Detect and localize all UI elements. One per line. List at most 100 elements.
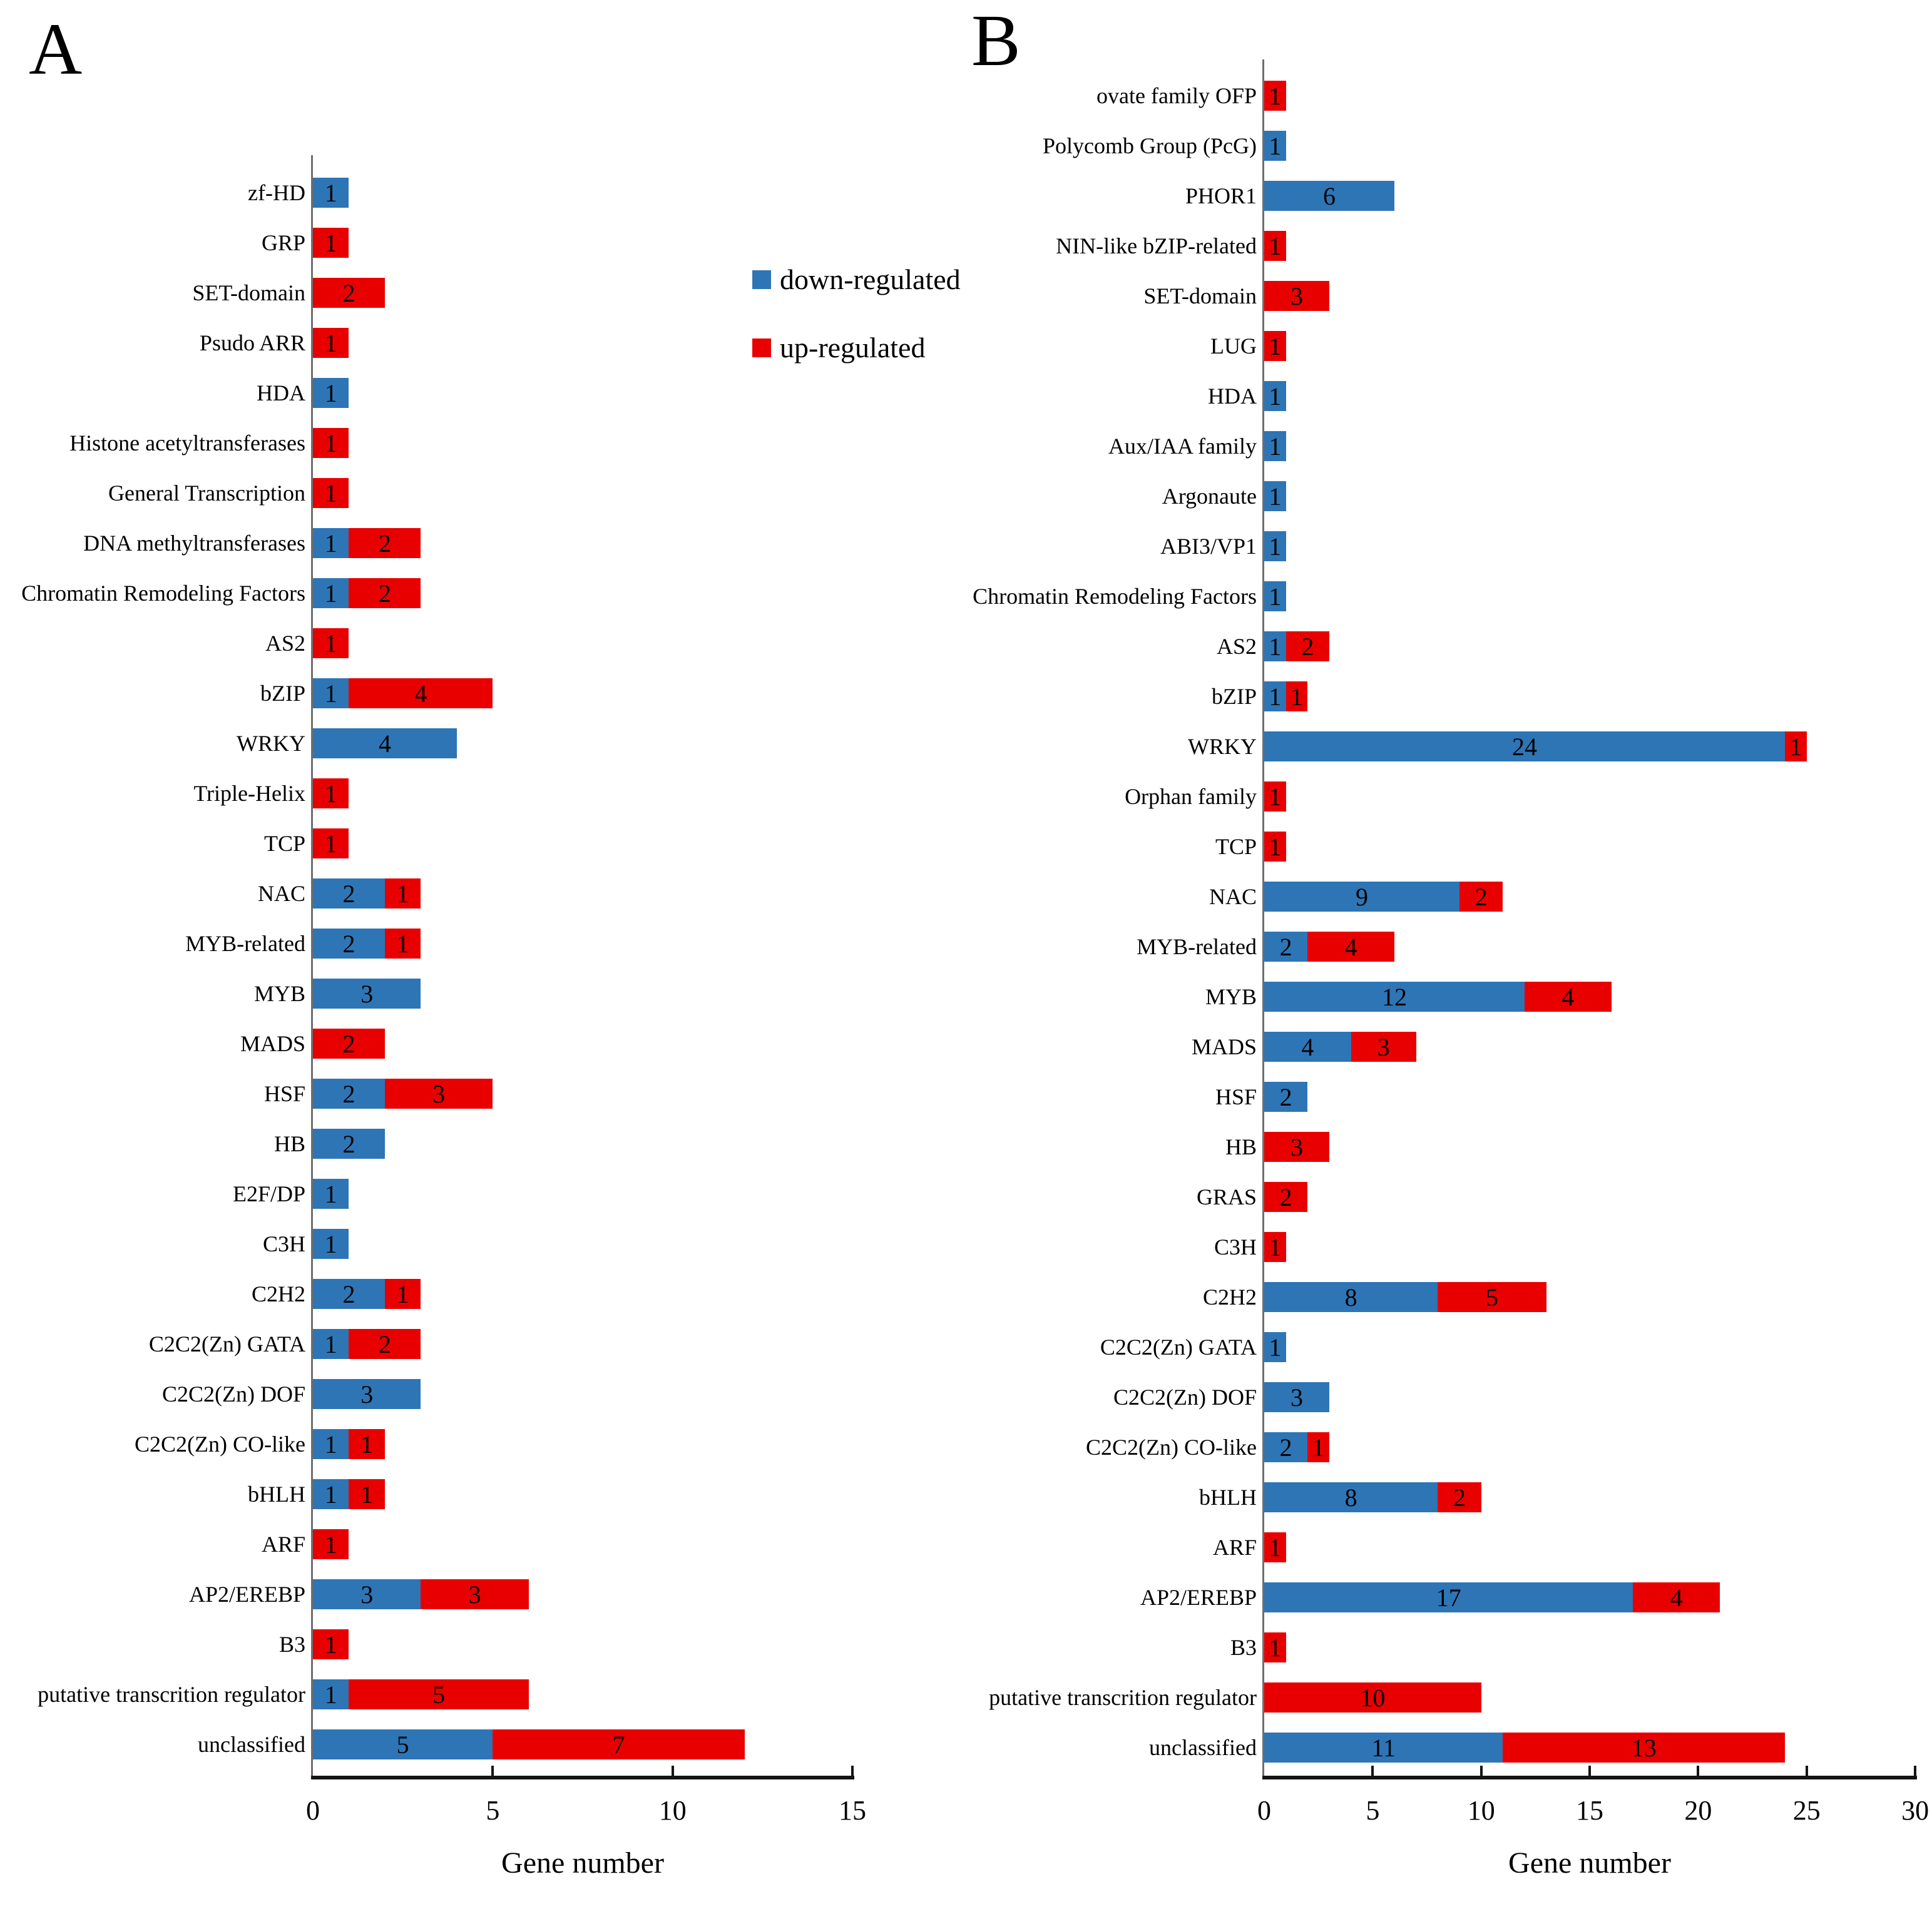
bar-value-label: 10 bbox=[1360, 1683, 1386, 1712]
bar-value-label: 3 bbox=[432, 1079, 446, 1108]
bar-value-label: 1 bbox=[1269, 632, 1282, 661]
bar-value-label: 5 bbox=[432, 1680, 446, 1709]
category-label: Triple-Helix bbox=[193, 781, 305, 806]
bar-value-label: 2 bbox=[378, 579, 391, 608]
category-label: GRAS bbox=[1196, 1184, 1257, 1209]
x-axis-title-a: Gene number bbox=[501, 1846, 664, 1880]
bar-segment-down: 1 bbox=[313, 1679, 349, 1709]
category-label: NAC bbox=[257, 881, 305, 906]
bar-segment-down: 1 bbox=[313, 678, 349, 708]
bar-segment-down: 1 bbox=[313, 1429, 349, 1459]
bar-segment-up: 13 bbox=[1503, 1733, 1786, 1763]
bar-segment-up: 1 bbox=[313, 1529, 349, 1559]
category-label: MYB bbox=[1205, 984, 1257, 1009]
category-label: C3H bbox=[1214, 1234, 1257, 1260]
category-label: C3H bbox=[262, 1231, 305, 1256]
bar-segment-up: 2 bbox=[313, 1029, 385, 1059]
bar-value-label: 1 bbox=[324, 679, 337, 708]
bar-segment-up: 1 bbox=[1264, 331, 1286, 361]
bar-segment-down: 2 bbox=[1264, 1432, 1308, 1462]
category-label: MYB-related bbox=[1137, 934, 1257, 959]
category-label: E2F/DP bbox=[232, 1181, 305, 1206]
bar-segment-down: 1 bbox=[1264, 581, 1286, 611]
category-label: bZIP bbox=[1212, 684, 1257, 709]
bar-value-label: 1 bbox=[1269, 81, 1282, 110]
category-label: AP2/EREBP bbox=[188, 1582, 305, 1607]
x-axis-tick-label: 10 bbox=[658, 1795, 687, 1826]
bar-segment-up: 2 bbox=[349, 578, 421, 608]
category-label: bHLH bbox=[1199, 1485, 1257, 1510]
category-label: C2H2 bbox=[251, 1281, 305, 1306]
bar-segment-down: 4 bbox=[1264, 1032, 1351, 1062]
bar-value-label: 1 bbox=[324, 1330, 337, 1358]
y-axis-line bbox=[1262, 59, 1264, 1779]
bar-value-label: 1 bbox=[1269, 532, 1282, 561]
bar-segment-up: 2 bbox=[349, 1329, 421, 1359]
bar-value-label: 2 bbox=[342, 1029, 355, 1058]
bar-value-label: 1 bbox=[1269, 782, 1282, 811]
bar-value-label: 6 bbox=[1323, 181, 1336, 210]
bar-segment-up: 3 bbox=[1264, 281, 1329, 311]
bar-value-label: 4 bbox=[1561, 982, 1575, 1011]
x-axis-tick-label: 15 bbox=[1576, 1795, 1604, 1826]
bar-segment-up: 1 bbox=[384, 1279, 421, 1309]
bar-value-label: 1 bbox=[324, 1680, 337, 1709]
bar-segment-up: 3 bbox=[1351, 1032, 1416, 1062]
bar-value-label: 3 bbox=[1291, 282, 1303, 310]
x-axis-tick-label: 0 bbox=[306, 1795, 320, 1826]
category-label: HDA bbox=[257, 380, 305, 405]
bar-segment-up: 1 bbox=[1264, 81, 1286, 111]
bar-segment-up: 1 bbox=[313, 778, 349, 808]
bar-segment-down: 6 bbox=[1264, 181, 1395, 211]
category-label: ARF bbox=[261, 1532, 305, 1557]
category-label: MYB-related bbox=[185, 931, 305, 956]
category-label: WRKY bbox=[1188, 734, 1257, 759]
bar-value-label: 3 bbox=[360, 1380, 374, 1408]
bar-segment-down: 1 bbox=[1264, 631, 1286, 661]
legend-swatch-down-icon bbox=[752, 270, 771, 289]
y-axis-line bbox=[311, 155, 313, 1779]
bar-value-label: 1 bbox=[1312, 1433, 1325, 1462]
bar-segment-up: 1 bbox=[349, 1479, 385, 1509]
x-axis-tick-label: 20 bbox=[1684, 1795, 1712, 1826]
bar-value-label: 1 bbox=[1269, 1633, 1282, 1662]
bar-value-label: 1 bbox=[324, 429, 337, 457]
bar-segment-up: 2 bbox=[1438, 1482, 1481, 1512]
bar-value-label: 1 bbox=[324, 1229, 337, 1258]
bar-segment-down: 3 bbox=[1264, 1382, 1329, 1412]
panel-b-label: B bbox=[971, 0, 1021, 81]
bar-value-label: 1 bbox=[324, 1179, 337, 1208]
bar-segment-down: 2 bbox=[1264, 1082, 1308, 1112]
bar-value-label: 5 bbox=[1486, 1283, 1499, 1311]
bar-segment-down: 1 bbox=[313, 1179, 349, 1209]
bar-segment-up: 1 bbox=[1264, 781, 1286, 812]
bar-segment-up: 1 bbox=[1285, 681, 1308, 711]
bar-value-label: 1 bbox=[324, 779, 337, 808]
bar-segment-up: 3 bbox=[384, 1079, 493, 1109]
bar-value-label: 1 bbox=[324, 178, 337, 207]
x-axis-tick-label: 5 bbox=[1366, 1795, 1380, 1826]
bar-segment-up: 5 bbox=[1438, 1282, 1546, 1312]
bar-value-label: 1 bbox=[1290, 682, 1303, 711]
legend-item-up: up-regulated bbox=[752, 331, 961, 364]
category-label: TCP bbox=[1215, 834, 1257, 859]
bar-segment-up: 1 bbox=[1264, 231, 1286, 261]
legend-label-down: down-regulated bbox=[780, 263, 961, 295]
category-label: Chromatin Remodeling Factors bbox=[973, 584, 1257, 609]
bar-value-label: 2 bbox=[1279, 1183, 1292, 1211]
bar-segment-up: 1 bbox=[313, 828, 349, 858]
bar-segment-up: 4 bbox=[1525, 982, 1612, 1012]
category-label: MADS bbox=[1191, 1034, 1257, 1059]
bar-value-label: 3 bbox=[1377, 1032, 1390, 1061]
bar-segment-down: 3 bbox=[313, 1579, 421, 1609]
bar-value-label: 3 bbox=[360, 979, 374, 1008]
category-label: General Transcription bbox=[108, 481, 305, 506]
bar-segment-down: 1 bbox=[1264, 1332, 1286, 1362]
bar-value-label: 4 bbox=[1344, 932, 1357, 961]
category-label: C2C2(Zn) CO-like bbox=[1086, 1435, 1257, 1460]
bar-value-label: 2 bbox=[342, 1280, 355, 1308]
bar-segment-down: 2 bbox=[313, 1129, 385, 1159]
bar-value-label: 4 bbox=[414, 679, 427, 708]
bar-value-label: 2 bbox=[1279, 1082, 1292, 1111]
